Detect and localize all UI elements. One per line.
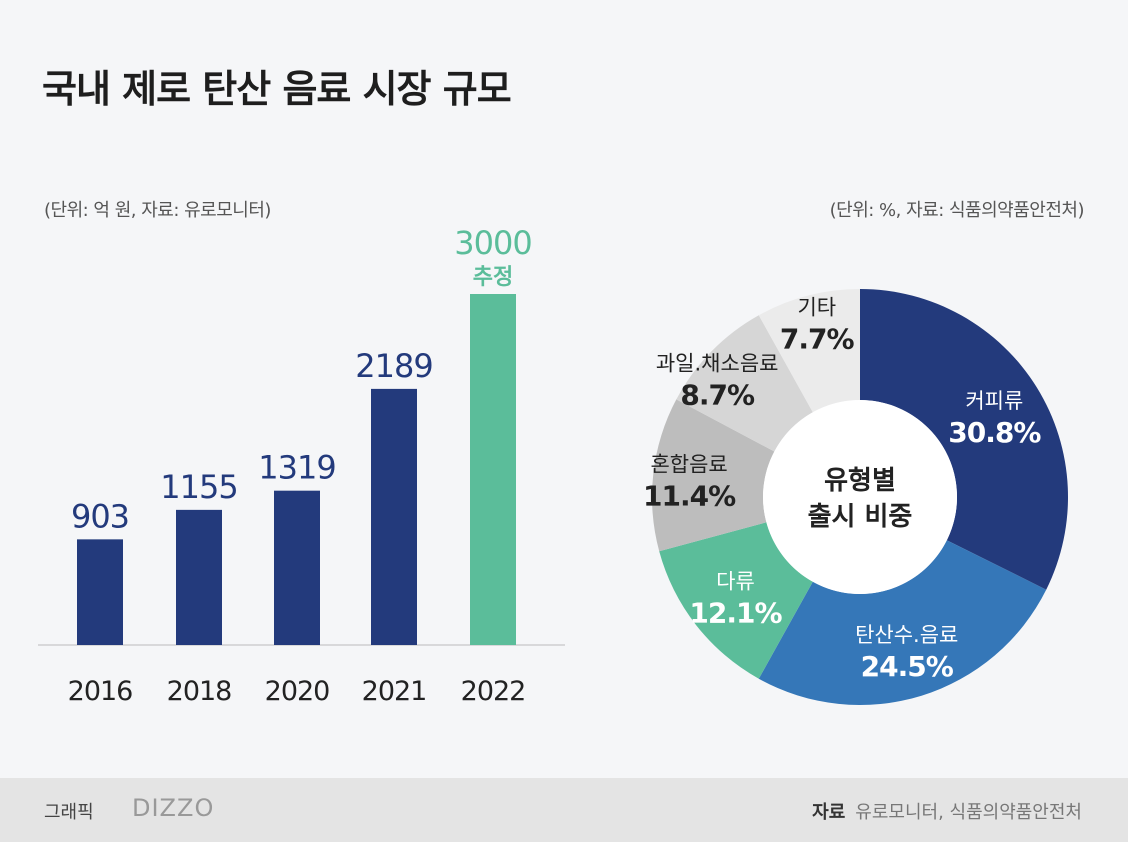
bar-annotation: 추정 [473,265,513,290]
bar-value-label: 903 [71,497,129,535]
center-label: 출시 비중 [808,502,913,532]
x-tick-label: 2020 [265,676,330,707]
x-tick-label: 2018 [167,676,232,707]
donut-slice-2 [659,522,813,679]
slice-label: 탄산수.음료 [855,623,958,647]
bar-value-label: 1155 [160,468,237,506]
source-label: 자료 [812,802,846,823]
x-tick-label: 2022 [461,676,526,707]
donut-hole [763,400,957,594]
bar-2020 [274,490,320,645]
slice-label: 커피류 [965,389,1023,413]
slice-label: 과일.채소음료 [656,352,779,376]
pie-unit-note: (단위: %, 자료: 식품의약품안전처) [829,200,1085,221]
graphic-credit: 그래픽 [44,802,94,823]
slice-value: 24.5% [861,650,954,683]
bar-value-label: 3000 [454,224,531,262]
bar-2016 [77,539,123,645]
slice-value: 12.1% [689,596,782,629]
footer: 그래픽 DIZZO 자료 유로모니터, 식품의약품안전처 [0,778,1128,842]
donut-slice-5 [758,289,860,413]
donut-chart: 커피류 30.8% 탄산수.음료 24.5% 다류 12.1% 혼합음료 11.4% 과일.채소… [643,289,1068,705]
bar-unit-note: (단위: 억 원, 자료: 유로모니터) [44,200,271,221]
page-title: 국내 제로 탄산 음료 시장 규모 [42,67,512,111]
donut-slice-0 [860,289,1068,590]
slice-value: 30.8% [948,416,1041,449]
center-label: 유형별 [824,466,896,496]
x-tick-label: 2016 [68,676,133,707]
source-value: 유로모니터, 식품의약품안전처 [855,802,1082,823]
source-text: 자료 유로모니터, 식품의약품안전처 [812,798,1082,824]
slice-label: 혼합음료 [650,453,727,477]
slice-label: 기타 [797,296,836,320]
slice-value: 8.7% [680,379,755,412]
bar-chart: 903 2016 1155 2018 1319 2020 2189 2021 3000 추정 202… [38,224,565,707]
donut-slice-1 [758,540,1047,705]
slice-value: 7.7% [780,323,855,356]
bar-value-label: 1319 [258,449,335,487]
bar-value-label: 2189 [355,347,432,385]
bar-2018 [176,509,222,645]
slice-label: 다류 [716,569,755,593]
donut-slice-4 [676,315,813,452]
dizzo-logo: DIZZO [132,794,215,822]
slice-value: 11.4% [643,480,736,513]
donut-slice-3 [652,399,775,552]
bar-2022 [470,294,516,645]
x-tick-label: 2021 [362,676,427,707]
bar-2021 [371,388,417,645]
